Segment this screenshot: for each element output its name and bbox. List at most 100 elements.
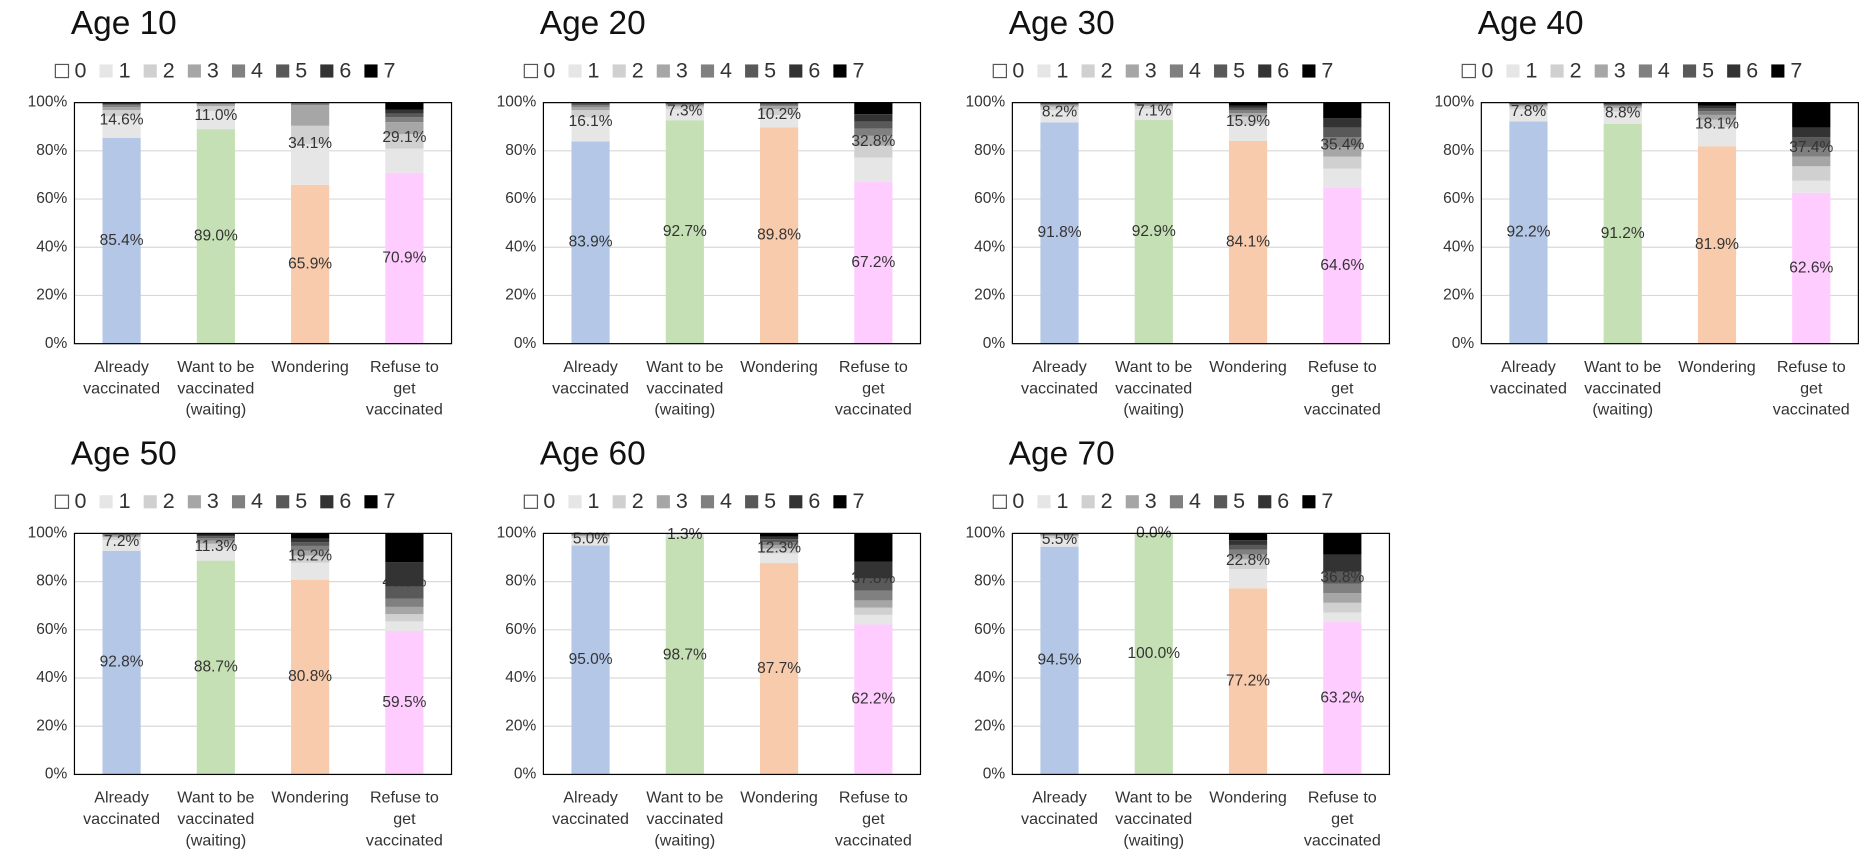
bar-segment [385, 598, 424, 607]
rest-label: 7.2% [104, 533, 140, 550]
legend-swatch [523, 63, 539, 79]
legend-label: 6 [1277, 489, 1289, 513]
legend-label: 2 [1570, 58, 1582, 82]
rest-label: 7.1% [1136, 102, 1172, 119]
rest-label: 15.9% [1226, 113, 1270, 130]
legend-swatch [656, 495, 670, 509]
bar-segment [1134, 103, 1173, 104]
bar-segment [1040, 538, 1079, 547]
x-tick-label: vaccinated [1304, 401, 1381, 419]
bar-segment [854, 600, 893, 608]
y-tick-label: 20% [36, 287, 67, 304]
data-label: 92.7% [663, 223, 707, 240]
legend-label: 4 [1189, 58, 1201, 82]
x-tick-label: Already [94, 789, 150, 807]
data-label: 80.8% [288, 668, 332, 685]
x-tick-label: vaccinated [835, 832, 912, 850]
y-tick-label: 20% [1443, 287, 1474, 304]
legend-label: 4 [1658, 58, 1670, 82]
bar-segment [291, 533, 330, 539]
x-tick-label: vaccinated [83, 379, 160, 397]
legend-label: 7 [852, 489, 864, 513]
y-tick-label: 40% [36, 669, 67, 686]
plot-border [1011, 532, 1391, 776]
bar-segment [571, 535, 610, 537]
data-label: 85.4% [100, 232, 144, 249]
bar-segment [1323, 602, 1362, 613]
legend-label: 2 [632, 58, 644, 82]
bar-segment [1040, 536, 1079, 539]
bar-segment [1040, 105, 1079, 107]
legend-label: 0 [543, 58, 555, 82]
data-label: 98.7% [663, 647, 707, 664]
bar-segment [1323, 612, 1362, 623]
bar-segment [571, 534, 610, 536]
rest-label: 29.1% [382, 129, 426, 146]
panel: Age 50 0 1 2 3 4 5 6 7 0% 20% 40% 60% 80% 100% 92.8% 7.2… [28, 436, 453, 850]
bar-segment [1792, 156, 1831, 167]
bar-segment [1040, 122, 1079, 344]
bar-segment [1228, 105, 1268, 108]
legend-swatch [1169, 495, 1184, 509]
bar-segment [1323, 102, 1362, 119]
y-tick-label: 60% [36, 621, 67, 638]
legend-swatch [1682, 64, 1697, 78]
rest-label: 11.3% [194, 538, 237, 555]
bar-segment [571, 103, 610, 104]
y-tick-label: 20% [974, 287, 1005, 304]
bar-segment [291, 103, 330, 106]
bar-segment [102, 550, 141, 775]
bar-segment [196, 548, 235, 561]
chart-title: Age 60 [540, 436, 646, 473]
legend-label: 1 [588, 489, 600, 513]
legend-label: 2 [163, 489, 175, 513]
legend-swatch [568, 495, 582, 509]
x-tick-label: (waiting) [185, 832, 246, 850]
bar-segment [1792, 192, 1831, 344]
bar-segment [854, 121, 893, 129]
rest-label: 40.5% [382, 573, 426, 590]
data-label: 91.2% [1601, 225, 1645, 242]
legend-label: 2 [632, 489, 644, 513]
data-label: 89.8% [757, 227, 801, 244]
legend-swatch [1125, 64, 1139, 78]
bar-segment [1792, 127, 1831, 138]
bar-segment [1509, 121, 1548, 344]
bar-segment [665, 536, 704, 775]
bar-segment [854, 561, 893, 579]
bar-segment [385, 606, 424, 615]
y-tick-label: 40% [974, 238, 1005, 255]
bar-segment [1134, 108, 1173, 120]
bar-segment [665, 104, 704, 106]
y-tick-label: 40% [505, 669, 536, 686]
legend-label: 4 [251, 489, 263, 513]
legend-swatch [1258, 64, 1272, 78]
bar-segment [385, 533, 424, 563]
x-tick-label: Wondering [271, 358, 349, 376]
legend-label: 2 [1101, 58, 1113, 82]
bar-segment [665, 103, 704, 105]
legend-swatch [656, 64, 670, 78]
x-tick-label: vaccinated [646, 810, 723, 828]
bar-segment [102, 107, 141, 111]
legend-label: 0 [1012, 58, 1024, 82]
legend-label: 2 [163, 58, 175, 82]
rest-label: 35.4% [1320, 136, 1364, 153]
bar-segment [1040, 535, 1079, 537]
bar-segment [1603, 106, 1642, 109]
bar-segment [385, 621, 424, 632]
bar-segment [291, 562, 330, 580]
y-tick-label: 40% [505, 238, 536, 255]
bar-segment [854, 102, 893, 115]
y-tick-label: 60% [505, 190, 536, 207]
rest-label: 11.0% [194, 107, 237, 124]
legend-label: 3 [1145, 58, 1157, 82]
bar-segment [759, 127, 799, 344]
x-tick-label: Wondering [271, 789, 349, 807]
bar-segment [759, 103, 799, 104]
bar-segment [854, 590, 893, 601]
bar-segment [102, 137, 141, 344]
legend-label: 7 [1321, 58, 1333, 82]
y-tick-label: 0% [514, 766, 537, 783]
plot-border [1011, 102, 1391, 345]
